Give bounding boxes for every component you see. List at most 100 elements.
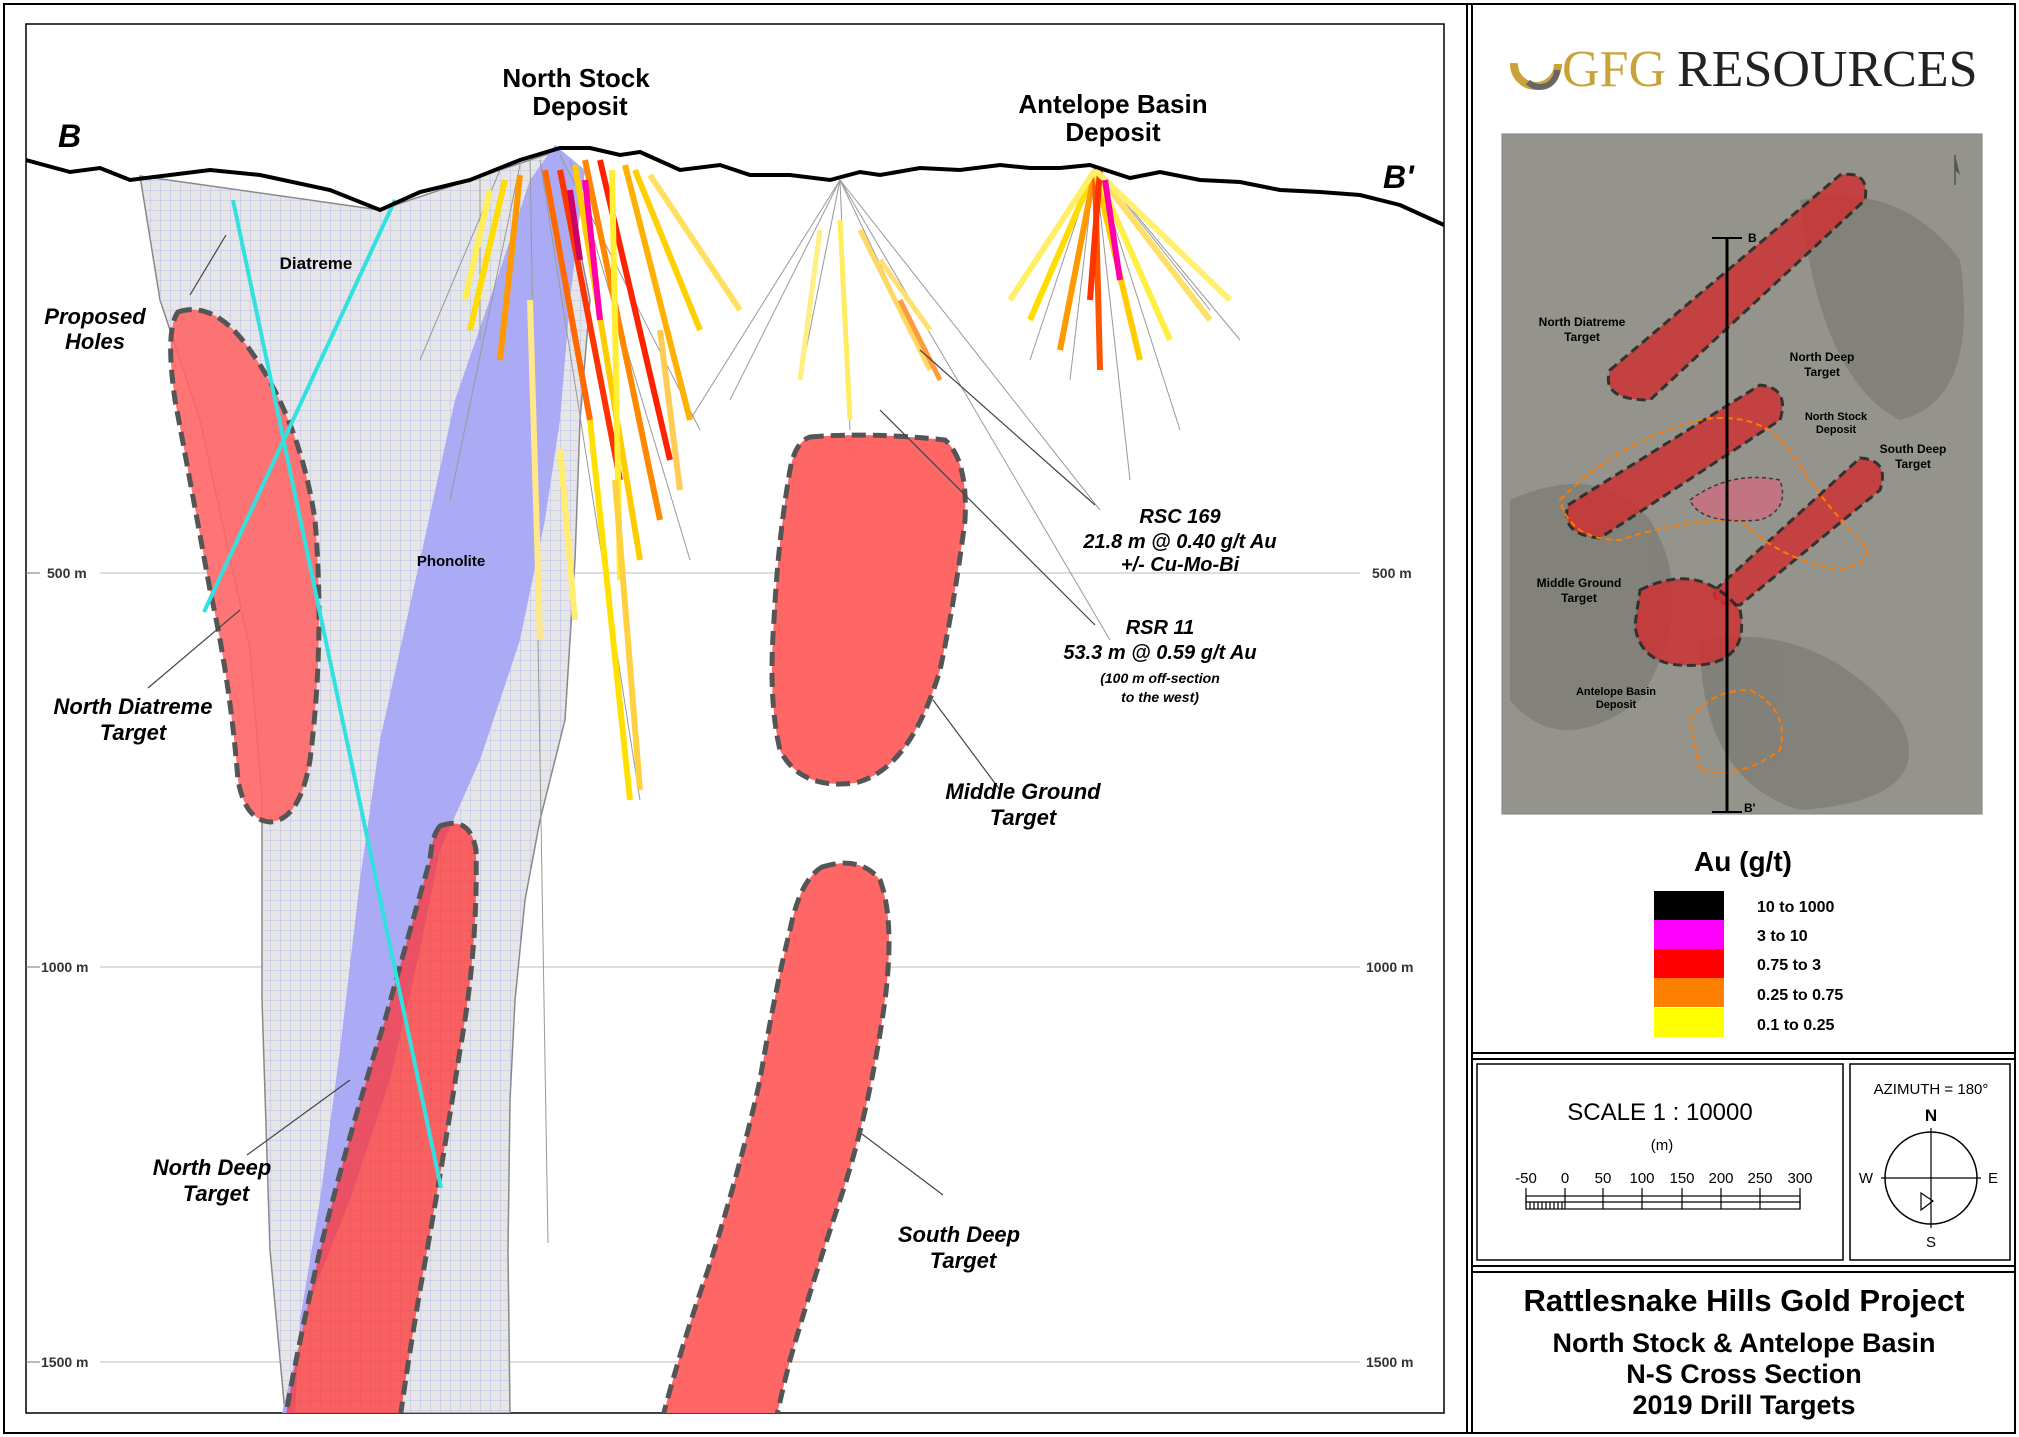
title-line-1: Rattlesnake Hills Gold Project [1523,1283,1964,1318]
inset-antelope-1: Antelope Basin [1576,686,1656,698]
assay-intervals-west-fan [797,219,943,421]
assay-intervals-antelope-basin [1007,167,1233,371]
depth-axis-labels: 500 m 500 m 1000 m 1000 m 1500 m 1500 m [26,565,1413,1370]
north-deep-target [283,820,479,1413]
legend-item: 10 to 1000 [1654,891,1834,920]
scale-label: SCALE 1 : 10000 [1567,1099,1752,1126]
inset-middle-ground-1: Middle Ground [1537,576,1622,590]
scale-tick-label: 100 [1629,1170,1654,1187]
south-deep-label-2: Target [930,1248,998,1273]
depth-1500-right: 1500 m [1366,1354,1413,1370]
inset-north-arrow-icon [1954,155,1960,185]
north-diatreme-label-2: Target [100,720,168,745]
scale-tick-label: 150 [1669,1170,1694,1187]
title-block: Rattlesnake Hills Gold Project North Sto… [1523,1283,1964,1420]
inset-north-deep-1: North Deep [1790,350,1855,364]
inset-middle-ground-2: Target [1561,591,1597,605]
rsr11-note-2: to the west) [1121,689,1199,705]
compass-block: AZIMUTH = 180° N S E W [1859,1081,1998,1251]
inset-north-stock-2: Deposit [1816,424,1857,436]
gfg-logo: GFG RESOURCES [1510,38,1978,98]
scale-tick-label: 300 [1787,1170,1812,1187]
compass-n: N [1925,1106,1937,1125]
legend-swatch-red [1654,949,1724,978]
proposed-holes-label-1: Proposed [44,304,146,329]
legend-label-1: 3 to 10 [1757,928,1808,945]
compass-w: W [1859,1170,1874,1187]
outer-border [3,3,2016,1434]
inset-south-deep-2: Target [1895,457,1931,471]
legend-label-0: 10 to 1000 [1757,899,1834,916]
phonolite-body [282,145,585,1413]
north-deep-label-1: North Deep [153,1155,272,1180]
scale-tick-label: -50 [1515,1170,1537,1187]
antelope-title-2: Deposit [1065,117,1161,147]
legend-item: 0.1 to 0.25 [1654,1008,1834,1037]
middle-ground-label-1: Middle Ground [945,779,1101,804]
scale-ticks: -50 0 50 100 150 200 250 300 [1515,1170,1812,1187]
depth-500-right: 500 m [1372,565,1412,581]
azimuth-label: AZIMUTH = 180° [1874,1081,1989,1098]
legend-swatch-orange [1654,978,1724,1007]
proposed-holes [202,199,443,1189]
legend-title: Au (g/t) [1694,846,1792,877]
inset-north-stock-1: North Stock [1805,411,1868,423]
scale-tick-label: 200 [1708,1170,1733,1187]
scale-tick-label: 250 [1747,1170,1772,1187]
inset-antelope-2: Deposit [1596,699,1637,711]
title-line-4: 2019 Drill Targets [1632,1390,1855,1420]
rsc169-hole: RSC 169 [1139,506,1221,528]
north-stock-title-1: North Stock [502,63,650,93]
south-deep-target [661,860,892,1413]
proposed-holes-label-2: Holes [65,329,125,354]
legend-item: 3 to 10 [1654,920,1808,949]
south-deep-label-1: South Deep [898,1222,1020,1247]
phonolite-label: Phonolite [417,553,485,570]
leader-lines [147,234,1096,1196]
legend-label-4: 0.1 to 0.25 [1757,1017,1834,1034]
logo-resources: RESOURCES [1677,41,1978,98]
au-legend: Au (g/t) 10 to 1000 3 to 10 0.75 to 3 0.… [1654,846,1843,1037]
assay-intervals-north-stock [462,159,743,801]
scale-block: SCALE 1 : 10000 (m) -50 0 50 100 150 200… [1515,1099,1813,1210]
depth-1500-left: 1500 m [41,1354,88,1370]
scale-bar [1525,1188,1801,1210]
north-deep-label-2: Target [183,1181,251,1206]
inset-map: B B' North Diatreme Target North Deep Ta… [1501,133,1983,815]
north-diatreme-label-1: North Diatreme [54,694,213,719]
diatreme-label: Diatreme [280,254,353,273]
rsc169-intercept: 21.8 m @ 0.40 g/t Au [1082,531,1276,553]
antelope-title-1: Antelope Basin [1018,89,1207,119]
scale-unit: (m) [1651,1137,1674,1154]
middle-ground-target [769,432,968,787]
title-line-3: N-S Cross Section [1626,1359,1862,1389]
inset-north-diatreme-2: Target [1564,330,1600,344]
scale-tick-label: 50 [1595,1170,1612,1187]
depth-500-left: 500 m [47,565,87,581]
section-labels: B B' North Stock Deposit Antelope Basin … [44,63,1415,1273]
end-label-b-prime: B' [1383,159,1415,195]
inset-north-diatreme-1: North Diatreme [1539,315,1626,329]
end-label-b: B [58,118,81,154]
compass-rose-icon [1881,1128,1981,1228]
legend-swatch-magenta [1654,920,1724,949]
rsc169-note: +/- Cu-Mo-Bi [1121,554,1240,576]
legend-label-2: 0.75 to 3 [1757,957,1821,974]
north-stock-title-2: Deposit [532,91,628,121]
title-line-2: North Stock & Antelope Basin [1552,1328,1935,1358]
compass-s: S [1926,1234,1936,1251]
legend-item: 0.75 to 3 [1654,949,1821,978]
rsr11-note-1: (100 m off-section [1100,670,1220,686]
inset-label-b: B [1748,231,1757,245]
depth-1000-left: 1000 m [41,959,88,975]
legend-swatch-yellow [1654,1008,1724,1037]
middle-ground-label-2: Target [990,805,1058,830]
compass-e: E [1988,1170,1998,1187]
rsr11-hole: RSR 11 [1126,617,1195,639]
scale-tick-label: 0 [1561,1170,1569,1187]
logo-gfg: GFG [1562,41,1666,98]
depth-1000-right: 1000 m [1366,959,1413,975]
inset-south-deep-1: South Deep [1880,442,1947,456]
inset-north-deep-2: Target [1804,365,1840,379]
legend-label-3: 0.25 to 0.75 [1757,987,1843,1004]
